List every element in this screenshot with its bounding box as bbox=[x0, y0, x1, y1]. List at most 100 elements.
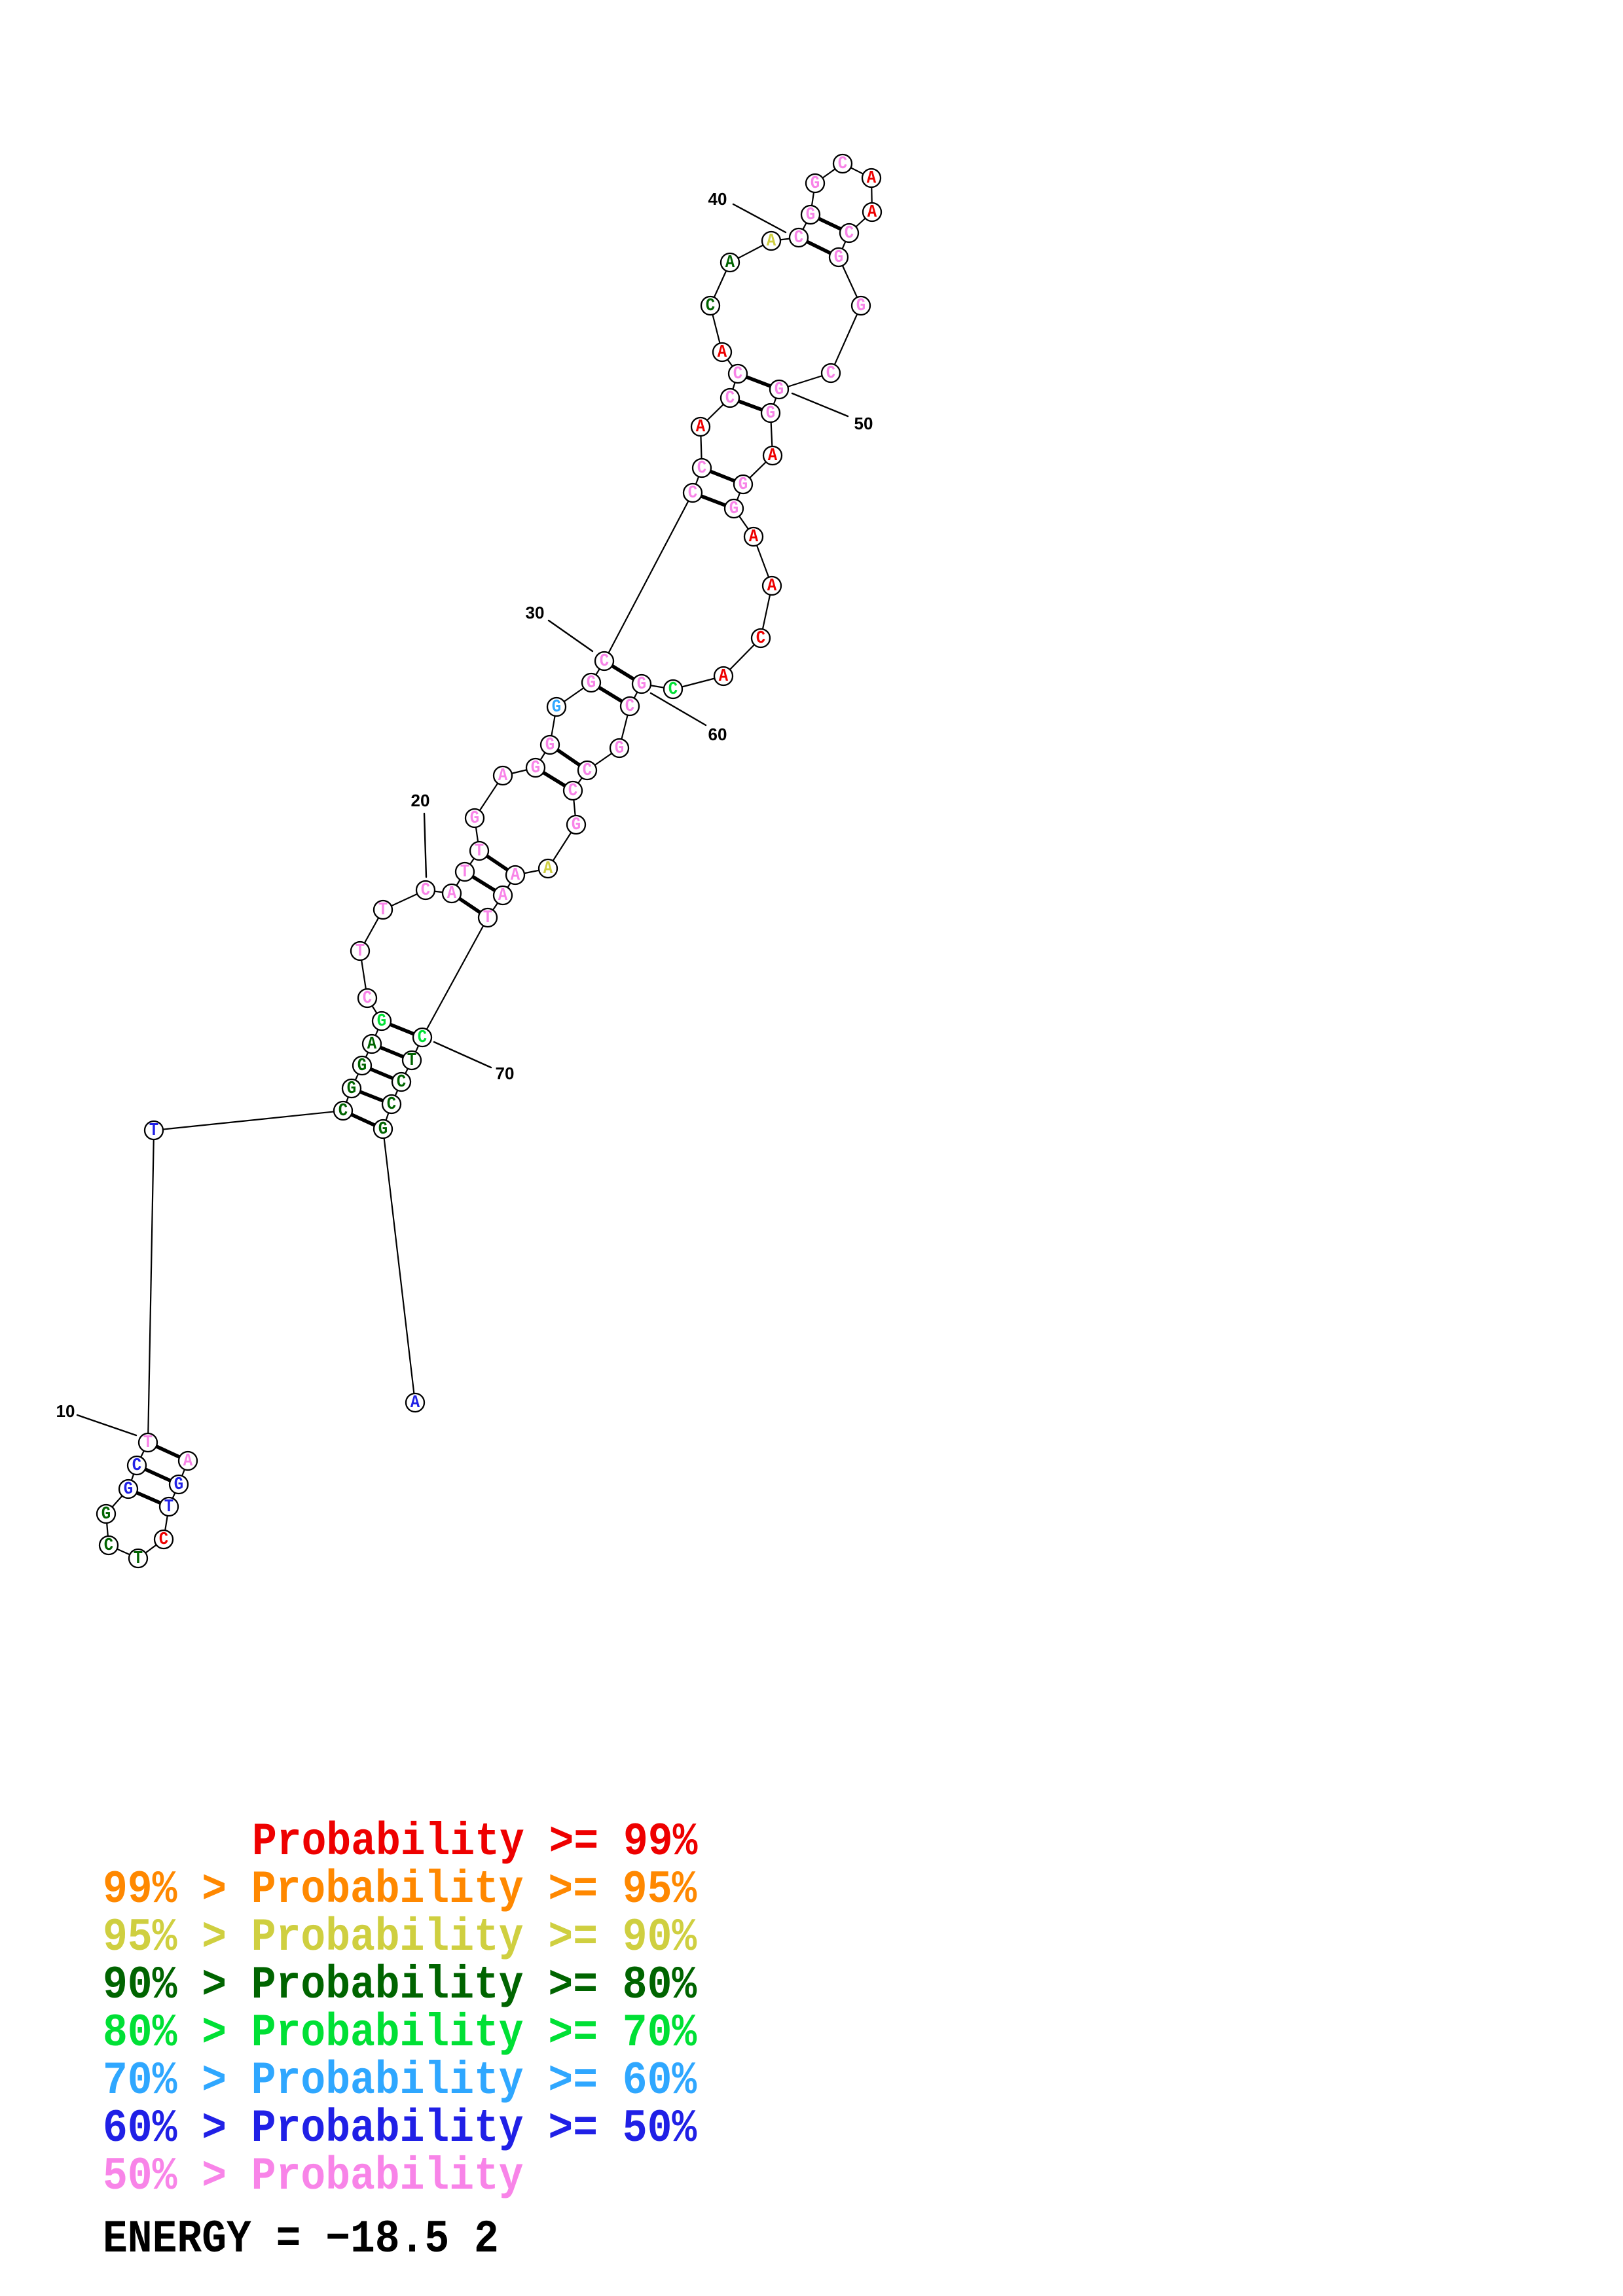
legend-line-1: Probability >= 99% bbox=[252, 1816, 698, 1869]
base-letter-66-A: A bbox=[543, 859, 553, 878]
legend-line-4: 90% > Probability >= 80% bbox=[103, 1960, 697, 2012]
position-label-line-60 bbox=[649, 692, 707, 726]
base-circle-29 bbox=[581, 672, 602, 693]
base-circle-74 bbox=[373, 1119, 393, 1139]
base-circle-7 bbox=[96, 1503, 117, 1524]
base-circle-65 bbox=[566, 814, 587, 835]
base-circle-54 bbox=[723, 498, 744, 519]
base-letter-49-C: C bbox=[826, 363, 835, 383]
backbone-layer bbox=[105, 162, 873, 1560]
base-circle-6 bbox=[98, 1535, 119, 1556]
base-letter-22-T: T bbox=[460, 862, 469, 882]
base-circle-68 bbox=[492, 885, 513, 906]
base-circle-46 bbox=[839, 223, 860, 243]
base-letter-1-A: A bbox=[183, 1451, 193, 1471]
position-label-20: 20 bbox=[411, 791, 430, 810]
base-letter-37-C: C bbox=[706, 296, 715, 315]
position-label-layer: 10 20 30 40 50 60 70 bbox=[56, 189, 873, 1421]
base-circle-51 bbox=[760, 403, 781, 423]
base-circle-19 bbox=[373, 899, 393, 920]
base-letter-70-C: C bbox=[418, 1028, 427, 1047]
base-circle-59 bbox=[663, 679, 684, 700]
position-label-60: 60 bbox=[708, 725, 727, 744]
base-letter-34-C: C bbox=[725, 388, 735, 408]
backbone-bond-10-11 bbox=[147, 1129, 155, 1444]
base-letter-53-G: G bbox=[739, 475, 748, 494]
base-letter-73-C: C bbox=[387, 1094, 396, 1114]
base-letter-48-G: G bbox=[856, 296, 866, 315]
base-letter-11-T: T bbox=[149, 1121, 158, 1140]
base-letter-47-G: G bbox=[834, 247, 843, 267]
backbone-bond-11-12 bbox=[153, 1109, 344, 1132]
base-letter-74-G: G bbox=[378, 1119, 388, 1139]
base-circle-63 bbox=[577, 760, 598, 781]
base-circle-58 bbox=[713, 666, 734, 687]
base-letter-25-A: A bbox=[498, 766, 508, 785]
base-circle-48 bbox=[850, 295, 871, 316]
base-letter-12-C: C bbox=[338, 1101, 348, 1121]
base-circle-25 bbox=[492, 765, 513, 786]
legend-line-8: 50% > Probability bbox=[103, 2151, 524, 2203]
base-circle-47 bbox=[828, 247, 849, 268]
position-label-10: 10 bbox=[56, 1401, 75, 1421]
base-letter-43-C: C bbox=[838, 154, 847, 173]
base-letter-33-A: A bbox=[696, 417, 706, 437]
base-letter-39-A: A bbox=[767, 231, 776, 251]
base-letter-28-G: G bbox=[552, 697, 561, 717]
base-letter-2-G: G bbox=[174, 1475, 183, 1494]
base-letter-67-A: A bbox=[511, 865, 520, 885]
base-letter-62-G: G bbox=[615, 738, 624, 758]
position-label-50: 50 bbox=[854, 414, 873, 433]
base-letter-8-G: G bbox=[124, 1479, 133, 1499]
base-circle-72 bbox=[391, 1071, 412, 1092]
base-circle-55 bbox=[743, 526, 764, 547]
base-circle-14 bbox=[352, 1055, 373, 1076]
base-circle-12 bbox=[333, 1100, 354, 1121]
base-circle-30 bbox=[594, 651, 615, 672]
base-letter-57-C: C bbox=[756, 628, 765, 648]
base-circle-23 bbox=[469, 840, 490, 861]
base-letter-63-C: C bbox=[583, 761, 592, 780]
base-letter-26-G: G bbox=[531, 758, 540, 778]
legend-line-7: 60% > Probability >= 50% bbox=[103, 2103, 697, 2155]
position-label-line-40 bbox=[732, 203, 787, 234]
probability-legend: Probability >= 99%99% > Probability >= 9… bbox=[103, 1816, 698, 2203]
base-letter-10-T: T bbox=[143, 1433, 153, 1452]
base-letter-7-G: G bbox=[101, 1504, 111, 1524]
base-letter-16-G: G bbox=[377, 1011, 386, 1031]
base-letter-46-C: C bbox=[845, 223, 854, 243]
base-letter-15-A: A bbox=[367, 1034, 377, 1054]
base-letter-17-C: C bbox=[363, 988, 372, 1008]
base-circle-3 bbox=[158, 1496, 179, 1517]
base-circle-49 bbox=[820, 363, 841, 384]
base-circle-34 bbox=[720, 387, 740, 408]
position-label-line-50 bbox=[791, 392, 849, 418]
base-letter-65-G: G bbox=[572, 815, 581, 834]
base-letter-61-C: C bbox=[625, 696, 634, 716]
base-circle-4 bbox=[153, 1529, 174, 1550]
base-circle-53 bbox=[733, 474, 754, 495]
base-letter-30-C: C bbox=[600, 651, 609, 671]
base-circle-18 bbox=[350, 941, 371, 961]
base-circle-2 bbox=[168, 1474, 189, 1495]
base-letter-41-G: G bbox=[806, 205, 815, 224]
base-circle-56 bbox=[761, 575, 782, 596]
base-letter-24-G: G bbox=[470, 808, 479, 828]
base-circle-15 bbox=[361, 1033, 382, 1054]
base-circle-27 bbox=[539, 734, 560, 755]
base-circle-50 bbox=[769, 379, 790, 400]
base-circle-75 bbox=[405, 1392, 426, 1413]
base-letter-60-G: G bbox=[637, 674, 646, 694]
base-circle-32 bbox=[691, 457, 712, 478]
base-letter-56-A: A bbox=[767, 576, 777, 596]
base-letter-5-T: T bbox=[134, 1549, 143, 1568]
base-letter-44-A: A bbox=[867, 168, 877, 188]
legend-line-6: 70% > Probability >= 60% bbox=[103, 2055, 697, 2108]
energy-label: ENERGY = −18.5 2 bbox=[103, 2214, 499, 2266]
backbone-bond-30-31 bbox=[603, 492, 694, 662]
base-circle-44 bbox=[861, 168, 882, 188]
base-circle-20 bbox=[415, 880, 436, 901]
base-circle-24 bbox=[464, 808, 485, 829]
base-letter-55-A: A bbox=[749, 527, 759, 547]
base-letter-52-A: A bbox=[768, 446, 778, 465]
